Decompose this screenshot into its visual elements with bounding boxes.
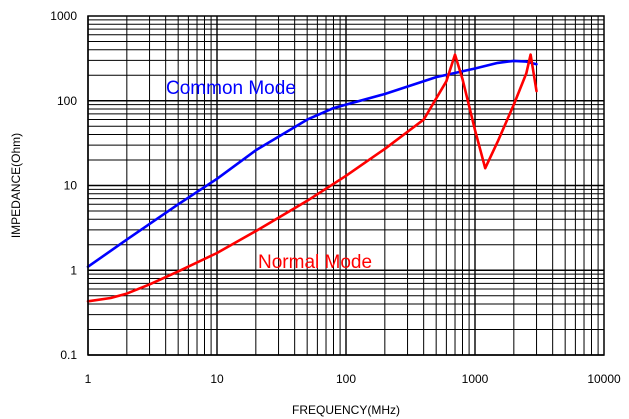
- series-label-normal-mode: Normal Mode: [258, 252, 372, 273]
- series-label-common-mode: Common Mode: [166, 78, 296, 99]
- x-tick-label: 10: [210, 372, 224, 386]
- x-tick-label: 1000: [462, 372, 489, 386]
- series-line-common-mode: [86, 59, 538, 269]
- y-tick-label: 10: [64, 179, 78, 193]
- x-tick-label: 10000: [587, 372, 621, 386]
- y-axis-title: IMPEDANCE(Ohm): [9, 133, 23, 238]
- grid: [87, 16, 604, 356]
- series-group: [86, 53, 538, 303]
- plot-frame: [87, 15, 605, 356]
- y-tick-label: 1: [70, 263, 77, 277]
- series-line-normal-mode: [86, 53, 538, 303]
- x-tick-label: 1: [85, 372, 92, 386]
- y-tick-label: 100: [57, 94, 77, 108]
- x-axis-title: FREQUENCY(MHz): [292, 403, 400, 417]
- x-tick-labels: 1 10 100 1000 10000: [85, 372, 621, 386]
- y-tick-label: 1000: [50, 9, 77, 23]
- x-tick-label: 100: [336, 372, 356, 386]
- y-tick-labels: 0.1 1 10 100 1000: [50, 9, 77, 362]
- y-tick-label: 0.1: [60, 348, 77, 362]
- series-labels: Common Mode Normal Mode: [166, 78, 372, 273]
